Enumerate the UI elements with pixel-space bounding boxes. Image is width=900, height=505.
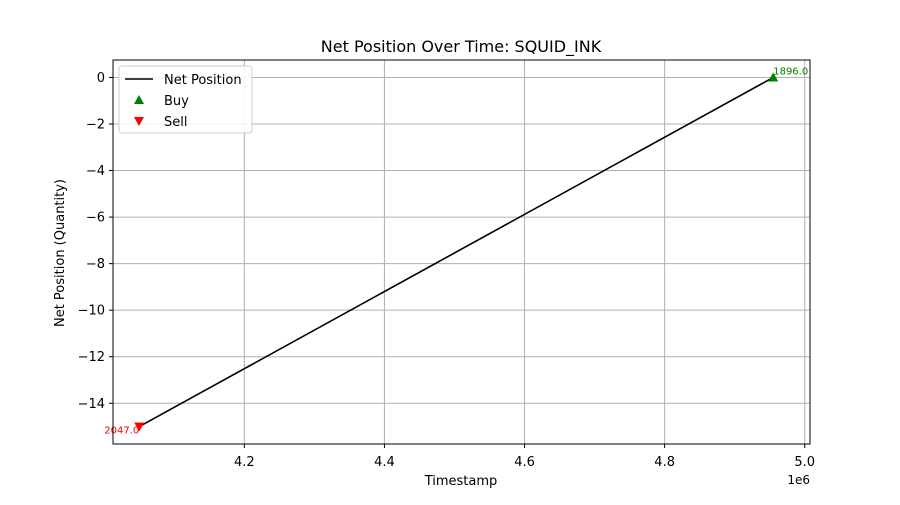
y-tick-label: −4	[86, 164, 105, 179]
x-tick-label: 4.6	[514, 455, 535, 470]
legend-label: Net Position	[164, 73, 242, 88]
x-tick-label: 4.4	[374, 455, 395, 470]
sell-price-label: 2047.0	[104, 426, 139, 437]
y-tick-label: −10	[78, 304, 105, 319]
legend-box	[118, 65, 253, 134]
legend-sell-marker	[134, 117, 144, 126]
y-axis-label: Net Position (Quantity)	[53, 179, 68, 327]
series-layer	[138, 76, 774, 428]
legend: Net Position Buy Sell	[118, 65, 253, 134]
trade-markers: 2047.0 1896.0	[104, 66, 808, 436]
buy-marker	[768, 72, 779, 82]
y-tick-label: −2	[86, 118, 105, 133]
x-tick-label: 4.8	[654, 455, 675, 470]
sell-marker	[134, 422, 145, 432]
y-tick-label: −12	[78, 350, 105, 365]
x-tick-label: 5.0	[794, 455, 815, 470]
x-axis-label: Timestamp	[424, 474, 498, 489]
x-axis-ticks: 4.2 4.4 4.6 4.8 5.0	[234, 444, 815, 470]
y-axis-ticks: 0 −2 −4 −6 −8 −10 −12 −14	[78, 71, 113, 412]
x-tick-label: 4.2	[234, 455, 255, 470]
x-axis-offset-label: 1e6	[787, 473, 810, 487]
legend-label: Sell	[164, 115, 187, 130]
y-tick-label: −6	[86, 211, 105, 226]
plot-area-frame	[112, 59, 811, 445]
chart-title: Net Position Over Time: SQUID_INK	[321, 37, 602, 57]
legend-buy-marker	[134, 95, 144, 104]
y-tick-label: −8	[86, 257, 105, 272]
y-tick-label: −14	[78, 397, 105, 412]
y-tick-label: 0	[97, 71, 105, 86]
legend-label: Buy	[164, 94, 189, 109]
buy-price-label: 1896.0	[773, 66, 808, 77]
net-position-line	[138, 76, 774, 428]
